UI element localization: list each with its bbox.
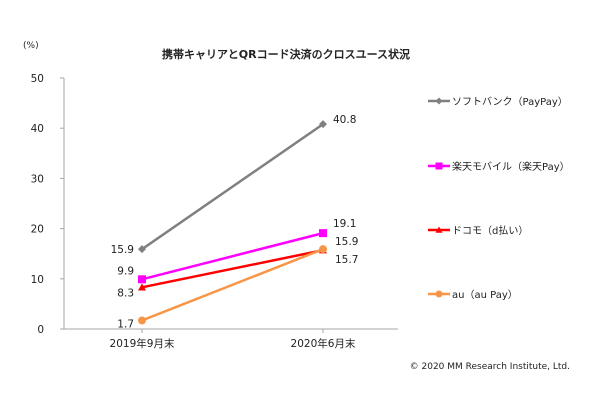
copyright-text: © 2020 MM Research Institute, Ltd. [410,362,570,372]
data-point [138,245,146,254]
legend-entry: ドコモ（d払い） [428,224,528,237]
legend-label: ドコモ（d払い） [452,224,528,237]
series-line [141,248,324,289]
series-0 [138,120,327,254]
legend: ソフトバンク（PayPay） 楽天モバイル（楽天Pay） ドコモ（d払い） au（au… [428,96,570,301]
data-point [435,162,443,170]
series-1 [138,229,327,284]
y-tick-label: 10 [31,274,44,286]
data-label: 15.9 [335,236,358,248]
data-label: 1.7 [117,318,134,330]
data-point [435,97,443,105]
legend-entry: 楽天モバイル（楽天Pay） [428,160,570,173]
y-tick-label: 0 [37,324,44,336]
data-point [319,120,327,129]
legend-entry: ソフトバンク（PayPay） [428,96,568,108]
legend-label: au（au Pay） [452,289,518,301]
y-tick-label: 40 [31,123,44,135]
series-line [141,231,324,281]
x-tick-label: 2019年9月末 [110,337,175,350]
series-3 [138,245,327,325]
series-line [141,248,324,322]
data-label: 19.1 [333,218,356,230]
y-tick-label: 50 [31,73,44,85]
y-tick-label: 20 [31,224,44,236]
data-label: 15.9 [111,244,134,256]
legend-label: ソフトバンク（PayPay） [452,96,568,108]
series-line [141,123,324,251]
y-axis-unit: (%) [23,41,39,51]
data-labels: 15.9 40.8 9.9 19.1 8.3 15.7 1.7 15.9 [111,114,359,330]
data-label: 40.8 [333,114,356,126]
chart-title: 携帯キャリアとQRコード決済のクロスユース状況 [162,47,410,61]
data-label: 8.3 [117,287,134,299]
axes: 0 10 20 30 40 50 2019年9月末 2020年6月末 [31,73,398,350]
data-label: 15.7 [335,254,358,266]
x-tick-label: 2020年6月末 [291,337,356,350]
data-point [435,290,443,298]
data-point [319,245,327,254]
data-point [138,316,146,325]
data-point [435,226,443,233]
data-label: 9.9 [117,265,134,277]
legend-entry: au（au Pay） [428,289,518,301]
series-lines [138,120,327,325]
data-point [138,275,146,284]
legend-label: 楽天モバイル（楽天Pay） [452,160,570,173]
data-point [138,283,146,291]
y-tick-label: 30 [31,173,44,185]
data-point [319,229,327,238]
